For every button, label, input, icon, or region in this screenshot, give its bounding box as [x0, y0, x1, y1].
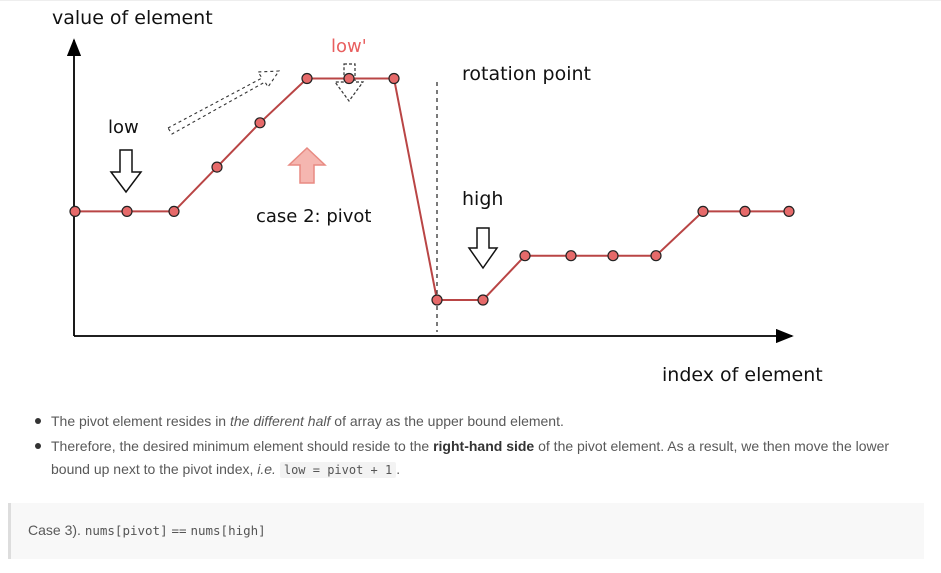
- high-down-arrow-icon: [467, 227, 499, 270]
- bullet-2-text-f: .: [396, 461, 401, 477]
- data-point-15: [739, 205, 751, 217]
- data-point-14: [697, 205, 709, 217]
- data-point-8: [431, 294, 443, 306]
- case-3-code-left: nums[pivot]: [84, 523, 168, 538]
- data-point-3: [211, 161, 223, 173]
- data-point-2: [168, 205, 180, 217]
- data-point-9: [477, 294, 489, 306]
- case-3-prefix: Case 3).: [28, 522, 81, 538]
- low-down-arrow-icon: [109, 149, 143, 194]
- low-prime-label: low': [331, 36, 367, 57]
- data-point-5: [301, 72, 313, 85]
- value-series: [69, 72, 795, 306]
- case-3-text: Case 3). nums[pivot] == nums[high]: [28, 522, 266, 538]
- case-2-pivot-label: case 2: pivot: [256, 206, 372, 227]
- pivot-up-arrow-icon: [287, 146, 327, 184]
- bullet-item-2: Therefore, the desired minimum element s…: [34, 435, 914, 482]
- top-divider: [0, 0, 941, 1]
- case-3-box: Case 3). nums[pivot] == nums[high]: [8, 503, 924, 559]
- bullet-2-text-a: Therefore, the desired minimum element s…: [51, 438, 434, 454]
- low-prime-down-arrow-icon: [333, 63, 365, 103]
- rotation-point-label: rotation point: [462, 63, 591, 85]
- case-3-code-right: nums[high]: [190, 523, 266, 538]
- data-point-11: [565, 250, 577, 262]
- bullet-2-text-c: of the pivot element. As a result, we th…: [51, 438, 890, 477]
- data-point-7: [388, 72, 400, 85]
- data-point-6: [343, 72, 355, 85]
- explanation-list: The pivot element resides in the differe…: [34, 410, 914, 484]
- bullet-2-code: low = pivot + 1: [279, 462, 397, 478]
- binary-search-diagram: value of element index of element rotati…: [52, 7, 823, 386]
- bullet-item-1: The pivot element resides in the differe…: [34, 410, 914, 433]
- bullet-1-text-a: The pivot element resides in: [51, 413, 230, 429]
- dashed-move-right-arrow-icon: [167, 70, 281, 135]
- data-point-0: [69, 205, 81, 217]
- data-point-12: [607, 250, 619, 262]
- bullet-1-text-c: of array as the upper bound element.: [330, 413, 564, 429]
- data-point-10: [519, 250, 531, 262]
- low-label: low: [108, 117, 139, 138]
- data-point-13: [650, 250, 662, 262]
- series-line: [75, 77, 789, 301]
- bullet-2-bold: right-hand side: [433, 438, 535, 454]
- bullet-1-emphasis: the different half: [229, 413, 331, 429]
- data-point-1: [121, 205, 133, 217]
- data-point-16: [783, 205, 795, 217]
- y-axis-label: value of element: [52, 7, 213, 29]
- high-label: high: [462, 188, 503, 210]
- x-axis-label: index of element: [662, 364, 823, 386]
- data-point-4: [254, 117, 266, 129]
- bullet-2-ie: i.e.: [257, 461, 276, 477]
- case-3-operator: ==: [171, 523, 187, 538]
